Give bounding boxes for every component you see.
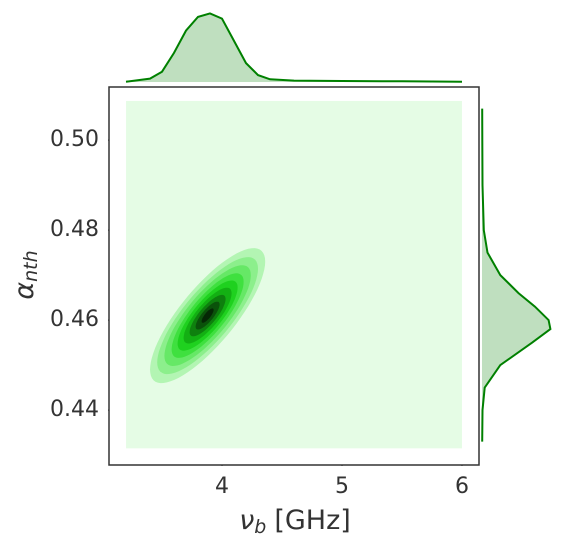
y-axis-label: αnth bbox=[9, 250, 42, 299]
top-density-area bbox=[126, 13, 462, 82]
x-label-symbol: ν bbox=[239, 505, 254, 536]
y-tick-label: 0.48 bbox=[50, 217, 99, 242]
kde-background bbox=[126, 100, 462, 449]
x-label-unit: [GHz] bbox=[274, 505, 350, 536]
x-tick-label: 6 bbox=[455, 474, 469, 499]
x-tick-label: 5 bbox=[335, 474, 349, 499]
plot-frame bbox=[108, 86, 480, 466]
x-tick-label: 4 bbox=[215, 474, 229, 499]
kde-contour bbox=[201, 308, 214, 323]
y-tick-label: 0.44 bbox=[50, 397, 99, 422]
y-label-subscript: nth bbox=[20, 250, 42, 282]
x-label-subscript: b bbox=[254, 516, 266, 538]
right-density-line bbox=[481, 108, 552, 442]
y-tick-label: 0.46 bbox=[50, 307, 99, 332]
x-axis-label: νb [GHz] bbox=[239, 505, 351, 538]
y-tick-label: 0.50 bbox=[50, 127, 99, 152]
right-density-area bbox=[482, 108, 551, 442]
top-density-line bbox=[125, 12, 463, 83]
y-label-symbol: α bbox=[9, 282, 40, 300]
